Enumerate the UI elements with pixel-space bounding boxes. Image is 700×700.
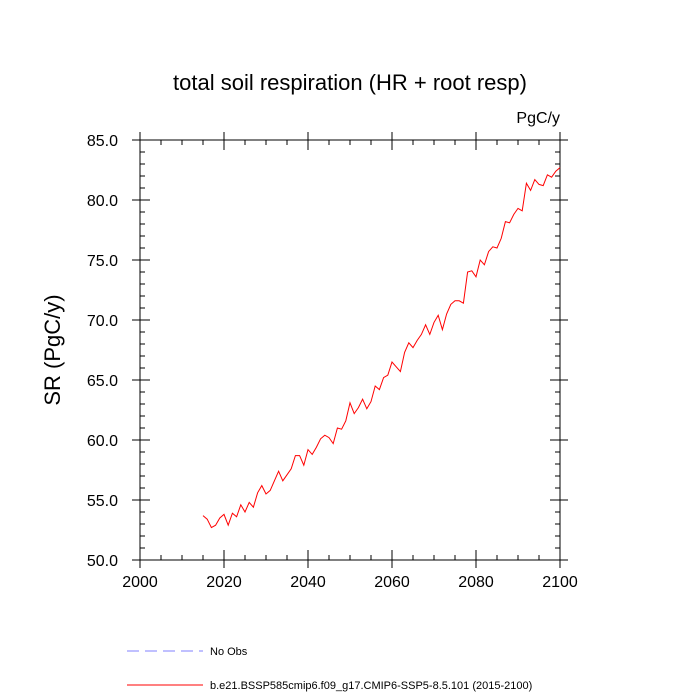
y-axis-label: SR (PgC/y) <box>40 294 65 405</box>
y-tick-label: 85.0 <box>87 133 118 150</box>
y-tick-label: 65.0 <box>87 373 118 390</box>
legend-label: b.e21.BSSP585cmip6.f09_g17.CMIP6-SSP5-8.… <box>210 680 532 692</box>
series-line <box>202 167 561 529</box>
data-series <box>202 167 561 529</box>
y-tick-label: 50.0 <box>87 553 118 570</box>
legend: No Obs b.e21.BSSP585cmip6.f09_g17.CMIP6-S… <box>127 646 532 692</box>
x-tick-label: 2080 <box>458 574 494 591</box>
plot-frame <box>139 139 561 561</box>
x-tick-label: 2000 <box>122 574 158 591</box>
y-tick-label: 80.0 <box>87 193 118 210</box>
x-tick-label: 2100 <box>542 574 578 591</box>
chart-title: total soil respiration (HR + root resp) <box>173 70 527 95</box>
x-tick-label: 2040 <box>290 574 326 591</box>
y-tick-label: 55.0 <box>87 493 118 510</box>
units-label: PgC/y <box>516 110 560 127</box>
y-tick-label: 70.0 <box>87 313 118 330</box>
x-tick-label: 2060 <box>374 574 410 591</box>
legend-label: No Obs <box>210 646 248 658</box>
y-tick-label: 75.0 <box>87 253 118 270</box>
y-tick-label: 60.0 <box>87 433 118 450</box>
axis-ticks: 2000 2020 2040 2060 2080 2100 50.0 55.0 60.0 65.0… <box>87 132 578 591</box>
x-tick-label: 2020 <box>206 574 242 591</box>
